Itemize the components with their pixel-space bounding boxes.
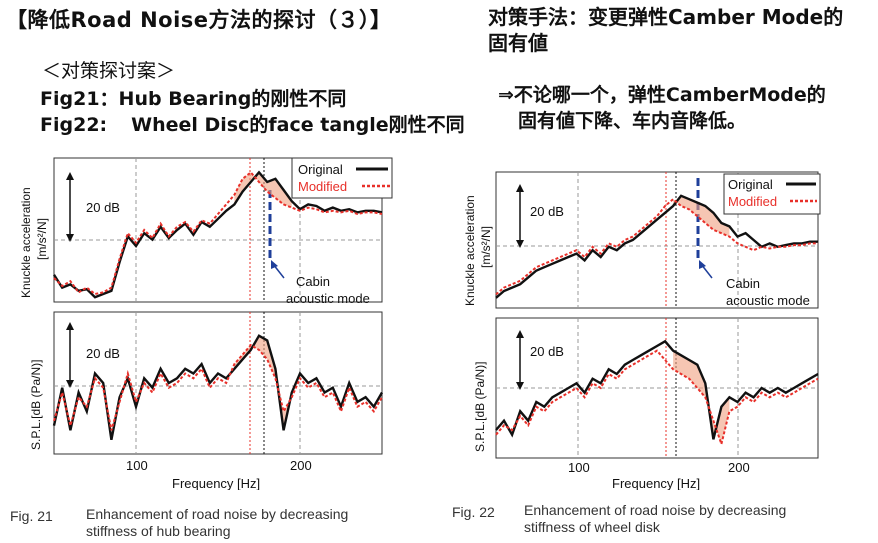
fig22-xtick-100: 100 <box>568 460 590 475</box>
fig22-upper-db-arrowhead-top <box>516 184 524 192</box>
fig22-lower-db-arrowhead-bot <box>516 382 524 390</box>
fig21-upper-modified-line <box>53 171 383 296</box>
fig21-caption-body: Enhancement of road noise by decreasing … <box>86 506 348 540</box>
fig22-xtick-200: 200 <box>728 460 750 475</box>
fig22-lower-db-arrowhead-top <box>516 330 524 338</box>
fig21-lower-frame <box>53 311 383 455</box>
slide-title: 【降低Road Noise方法的探讨（３）】 <box>6 8 392 32</box>
fig21-caption-line-1: Enhancement of road noise by decreasing <box>86 506 349 522</box>
fig22-legend-modified: Modified <box>728 194 777 209</box>
fig21-lower-panel: 20 dB S.P.L.[dB (Pa/N)] <box>29 311 384 455</box>
countermeasure-line-1: 对策手法：变更弹性Camber Mode的 <box>488 5 844 29</box>
fig21-legend-box <box>291 157 393 199</box>
fig21-text: Hub Bearing的刚性不同 <box>118 88 347 110</box>
fig21-caption-line-2: stiffness of hub bearing <box>86 523 231 539</box>
fig22-caption-number: Fig. 22 <box>452 504 495 520</box>
fig22-upper-ylabel-2: [m/s²/N] <box>479 226 493 268</box>
fig21-upper-db-arrowhead-bot <box>66 234 74 242</box>
fig22-caption-body: Enhancement of road noise by decreasing … <box>524 502 786 536</box>
conclusion-text: ⇒不论哪一个，弹性CamberMode的 固有値下降、车内音降低。 <box>498 82 826 134</box>
fig21-lower-db-arrowhead-bot <box>66 380 74 388</box>
countermeasure-line-2: 固有値 <box>488 31 548 55</box>
fig21-lower-db-label: 20 dB <box>86 346 120 361</box>
fig21-upper-original-line <box>52 170 383 299</box>
fig22-caption: Fig. 22 <box>452 502 495 521</box>
fig22-lower-modified-line <box>495 349 819 448</box>
fig21-legend-original: Original <box>298 162 343 177</box>
figure-21: 20 dB Original Modified Cabin acoustic m… <box>19 157 393 490</box>
fig21-xtick-200: 200 <box>290 458 312 473</box>
fig22-legend-box <box>723 173 821 215</box>
fig22-upper-db-label: 20 dB <box>530 204 564 219</box>
fig21-upper-db-arrowhead-top <box>66 172 74 180</box>
fig21-caption-number: Fig. 21 <box>10 508 53 524</box>
fig21-upper-panel: 20 dB Original Modified Cabin acoustic m… <box>19 157 393 306</box>
fig21-upper-frame <box>53 157 383 303</box>
fig22-xlabel: Frequency [Hz] <box>612 476 700 490</box>
fig21-caption: Fig. 21 <box>10 506 53 525</box>
fig22-upper-frame <box>495 171 819 309</box>
fig22-upper-ylabel-1: Knuckle acceleration <box>463 195 477 306</box>
fig22-upper-panel: 20 dB Original Modified Cabin acoustic m… <box>463 171 821 309</box>
fig22-lower-ylabel: S.P.L.[dB (Pa/N)] <box>473 362 487 453</box>
conclusion-line-2: 固有値下降、车内音降低。 <box>518 110 747 132</box>
fig22-caption-line-1: Enhancement of road noise by decreasing <box>524 502 787 518</box>
fig22-label: Fig22: <box>40 114 108 136</box>
fig22-text: Wheel Disc的face tangle刚性不同 <box>131 114 465 136</box>
fig22-upper-original-line <box>495 194 818 299</box>
fig21-lower-fill <box>234 335 292 431</box>
fig21-legend-modified: Modified <box>298 179 347 194</box>
fig22-annotation-line-2: acoustic mode <box>726 293 810 308</box>
fig21-annotation-line-1: Cabin <box>296 274 330 289</box>
fig21-description: Fig21：Hub Bearing的刚性不同 <box>40 84 346 111</box>
fig22-lower-original-line <box>495 339 819 440</box>
fig22-upper-modified-line <box>495 197 818 296</box>
countermeasure-text: 对策手法：变更弹性Camber Mode的 固有値 <box>488 4 843 56</box>
fig21-annotation-line-2: acoustic mode <box>286 291 370 306</box>
fig22-annotation-arrowhead <box>699 260 706 269</box>
fig21-xtick-100: 100 <box>126 458 148 473</box>
fig22-lower-db-label: 20 dB <box>530 344 564 359</box>
fig22-lower-panel: 20 dB S.P.L.[dB (Pa/N)] <box>473 317 819 459</box>
fig21-label: Fig21： <box>40 88 119 110</box>
fig22-upper-db-arrowhead-bot <box>516 240 524 248</box>
proposal-heading: ＜对策探讨案＞ <box>42 60 176 82</box>
fig22-lower-fill <box>673 350 730 444</box>
fig22-legend-original: Original <box>728 177 773 192</box>
fig21-upper-ylabel-2: [m/s²/N] <box>35 218 49 260</box>
fig21-upper-ylabel-1: Knuckle acceleration <box>19 187 33 298</box>
fig21-lower-modified-line <box>53 343 383 431</box>
figure-22: 20 dB Original Modified Cabin acoustic m… <box>463 171 821 490</box>
fig22-description: Fig22: Wheel Disc的face tangle刚性不同 <box>40 110 465 137</box>
fig21-lower-db-arrowhead-top <box>66 322 74 330</box>
fig22-caption-line-2: stiffness of wheel disk <box>524 519 660 535</box>
fig21-xlabel: Frequency [Hz] <box>172 476 260 490</box>
fig21-annotation-arrowhead <box>271 260 278 269</box>
fig22-upper-fill <box>673 195 730 237</box>
fig22-annotation-line-1: Cabin <box>726 276 760 291</box>
fig21-upper-db-label: 20 dB <box>86 200 120 215</box>
fig21-lower-ylabel: S.P.L.[dB (Pa/N)] <box>29 360 43 451</box>
conclusion-line-1: ⇒不论哪一个，弹性CamberMode的 <box>498 84 826 106</box>
